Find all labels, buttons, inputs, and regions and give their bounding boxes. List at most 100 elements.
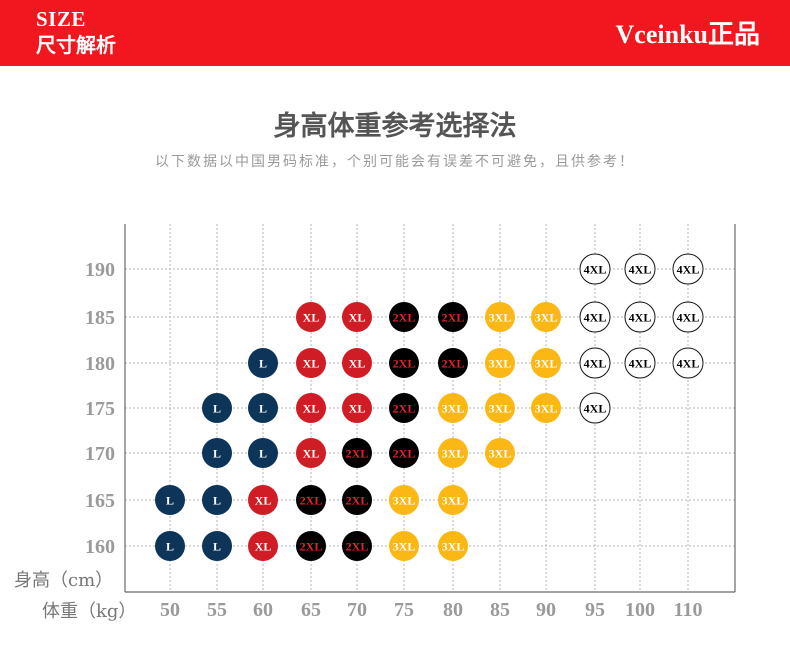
size-label: 3XL	[442, 494, 465, 508]
size-marker-3xl	[389, 531, 419, 561]
size-label: 3XL	[535, 311, 558, 325]
size-label: 3XL	[489, 447, 512, 461]
size-label: XL	[349, 357, 366, 371]
size-marker-l	[202, 485, 232, 515]
size-label: 2XL	[393, 357, 416, 371]
x-tick-label: 60	[253, 599, 273, 621]
size-marker-2xl	[389, 348, 419, 378]
size-label: 3XL	[489, 402, 512, 416]
size-marker-xl	[296, 302, 326, 332]
size-marker-3xl	[531, 393, 561, 423]
size-label: L	[259, 402, 267, 416]
size-label: L	[213, 402, 221, 416]
size-marker-l	[248, 393, 278, 423]
size-label: 2XL	[300, 494, 323, 508]
size-label: 4XL	[584, 263, 607, 277]
size-label: XL	[349, 402, 366, 416]
size-heading: SIZE 尺寸解析	[36, 6, 116, 58]
size-marker-3xl	[438, 531, 468, 561]
size-marker-2xl	[438, 302, 468, 332]
y-tick-label: 190	[85, 259, 115, 281]
size-label: 2XL	[346, 494, 369, 508]
x-tick-label: 70	[347, 599, 367, 621]
y-tick-label: 170	[85, 443, 115, 465]
x-tick-label: 110	[674, 599, 703, 621]
size-marker-4xl	[579, 301, 611, 333]
size-label: 2XL	[346, 540, 369, 554]
size-label: XL	[303, 447, 320, 461]
size-marker-l	[202, 393, 232, 423]
size-label: 3XL	[489, 357, 512, 371]
size-label: L	[213, 540, 221, 554]
size-marker-l	[202, 531, 232, 561]
size-marker-3xl	[485, 438, 515, 468]
x-tick-label: 95	[585, 599, 605, 621]
size-marker-3xl	[438, 485, 468, 515]
size-label: L	[259, 357, 267, 371]
size-marker-l	[155, 485, 185, 515]
x-tick-label: 75	[394, 599, 414, 621]
size-marker-l	[155, 531, 185, 561]
size-marker-xl	[248, 531, 278, 561]
brand-name: Vceinku正品	[615, 20, 760, 49]
size-marker-4xl	[672, 347, 704, 379]
size-marker-4xl	[672, 253, 704, 285]
size-heading-en: SIZE	[36, 7, 86, 31]
size-label: L	[166, 494, 174, 508]
y-tick-label: 175	[85, 398, 115, 420]
size-marker-4xl	[579, 347, 611, 379]
size-marker-4xl	[672, 301, 704, 333]
size-label: 4XL	[629, 263, 652, 277]
header-banner: SIZE 尺寸解析 Vceinku正品	[0, 0, 790, 66]
size-label: L	[213, 494, 221, 508]
size-marker-4xl	[624, 347, 656, 379]
size-label: 4XL	[629, 311, 652, 325]
size-marker-2xl	[342, 485, 372, 515]
x-tick-label: 100	[625, 599, 655, 621]
size-marker-xl	[248, 485, 278, 515]
size-label: L	[259, 447, 267, 461]
size-label: 3XL	[393, 494, 416, 508]
size-marker-3xl	[531, 302, 561, 332]
size-label: 2XL	[346, 447, 369, 461]
x-tick-label: 90	[536, 599, 556, 621]
size-marker-l	[202, 438, 232, 468]
size-heading-zh: 尺寸解析	[36, 33, 116, 57]
size-label: 4XL	[677, 357, 700, 371]
size-marker-2xl	[389, 302, 419, 332]
size-marker-xl	[296, 393, 326, 423]
size-label: L	[213, 447, 221, 461]
size-marker-2xl	[389, 393, 419, 423]
size-label: XL	[303, 402, 320, 416]
size-marker-3xl	[438, 438, 468, 468]
size-marker-l	[248, 348, 278, 378]
size-label: XL	[303, 311, 320, 325]
size-marker-2xl	[296, 531, 326, 561]
x-tick-label: 50	[160, 599, 180, 621]
size-label: XL	[255, 540, 272, 554]
size-label: 4XL	[677, 263, 700, 277]
size-label: 3XL	[442, 447, 465, 461]
y-tick-label: 180	[85, 353, 115, 375]
x-tick-label: 85	[490, 599, 510, 621]
page-subtitle: 以下数据以中国男码标准，个别可能会有误差不可避免，且供参考！	[155, 154, 635, 170]
size-label: 4XL	[584, 402, 607, 416]
size-label: 2XL	[393, 311, 416, 325]
size-label: XL	[303, 357, 320, 371]
size-marker-xl	[342, 302, 372, 332]
y-axis-label: 身高（cm）	[14, 570, 114, 591]
size-marker-2xl	[438, 348, 468, 378]
size-marker-4xl	[579, 392, 611, 424]
size-marker-4xl	[624, 253, 656, 285]
size-marker-2xl	[342, 438, 372, 468]
size-label: 4XL	[677, 311, 700, 325]
size-marker-2xl	[389, 438, 419, 468]
size-marker-xl	[342, 348, 372, 378]
size-label: 2XL	[442, 357, 465, 371]
size-label: 3XL	[489, 311, 512, 325]
size-marker-3xl	[485, 348, 515, 378]
size-label: 4XL	[584, 311, 607, 325]
size-label: XL	[349, 311, 366, 325]
y-tick-label: 160	[85, 536, 115, 558]
size-label: 2XL	[442, 311, 465, 325]
